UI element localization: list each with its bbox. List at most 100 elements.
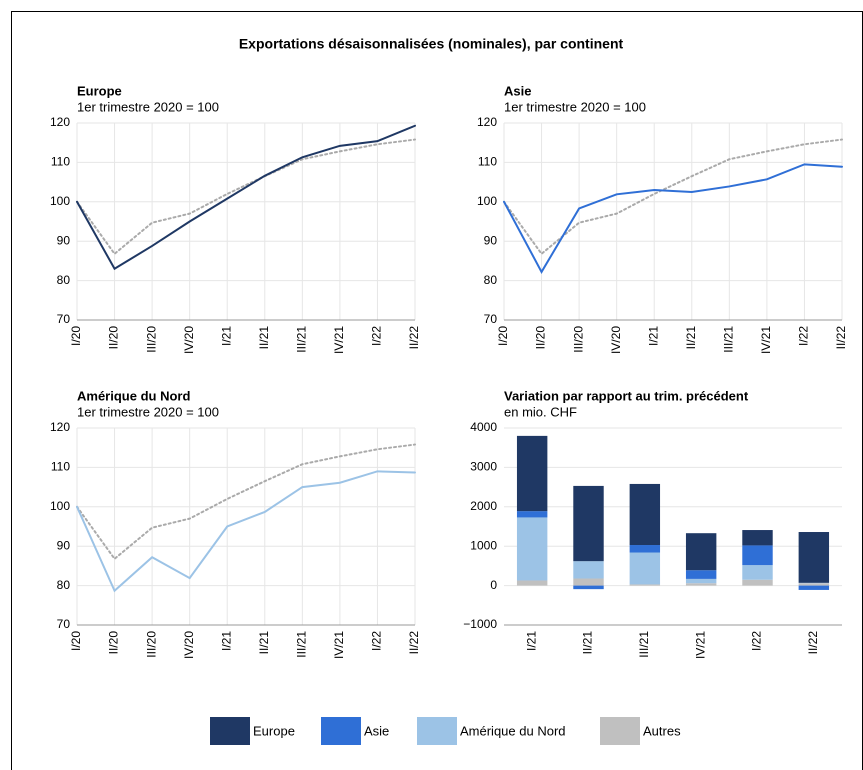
legend-label: Europe (253, 723, 295, 738)
x-tick-label: II/20 (107, 326, 121, 350)
x-tick-label: III/21 (637, 631, 651, 658)
bar-segment (516, 580, 548, 586)
line-series (76, 443, 416, 561)
y-tick-label: 120 (50, 115, 70, 129)
bar-segment (629, 584, 661, 586)
x-tick-label: II/20 (107, 631, 121, 655)
x-tick-label: I/20 (69, 326, 83, 346)
bar-segment (798, 583, 830, 586)
y-tick-label: 4000 (470, 420, 497, 434)
x-tick-label: IV/20 (182, 326, 196, 354)
bar-segment (742, 565, 773, 580)
legend-swatch (210, 717, 250, 745)
y-tick-label: 70 (57, 312, 71, 326)
bar-segment (742, 530, 773, 546)
line-series (76, 470, 416, 593)
bar-segment (742, 579, 773, 586)
bar-segment (573, 578, 604, 586)
panel-subtitle: en mio. CHF (504, 404, 577, 419)
x-tick-label: IV/21 (332, 631, 346, 659)
x-tick-label: I/21 (219, 326, 233, 346)
y-tick-label: 110 (51, 460, 70, 474)
x-tick-label: I/22 (797, 326, 811, 346)
y-tick-label: 80 (57, 273, 71, 287)
bar-segment (685, 578, 717, 584)
y-tick-label: 90 (57, 233, 71, 247)
x-tick-label: IV/21 (332, 326, 346, 354)
line-series (76, 138, 416, 256)
bar-segment (629, 483, 661, 546)
panel-subtitle: 1er trimestre 2020 = 100 (77, 404, 219, 419)
x-tick-label: II/22 (834, 326, 848, 350)
bar-segment (798, 585, 830, 590)
y-tick-label: 120 (50, 420, 70, 434)
x-tick-label: III/21 (722, 326, 736, 353)
legend-swatch (600, 717, 640, 745)
y-tick-label: 110 (478, 155, 497, 169)
bar-segment (516, 435, 548, 512)
x-tick-label: II/21 (257, 631, 271, 655)
line-series (76, 124, 416, 271)
chart-title: Exportations désaisonnalisées (nominales… (239, 36, 624, 52)
bar-segment (516, 517, 548, 581)
y-tick-label: 3000 (470, 460, 497, 474)
y-tick-label: 70 (484, 312, 498, 326)
panel-subtitle: 1er trimestre 2020 = 100 (504, 99, 646, 114)
bar-segment (573, 485, 604, 562)
x-tick-label: IV/20 (182, 631, 196, 659)
x-tick-label: II/22 (806, 631, 820, 655)
legend-label: Asie (364, 723, 389, 738)
bar-segment (573, 585, 604, 590)
x-tick-label: IV/20 (609, 326, 623, 354)
line-series (503, 138, 843, 256)
x-tick-label: III/20 (571, 326, 585, 353)
bar-segment (685, 533, 717, 571)
y-tick-label: 80 (57, 578, 71, 592)
y-tick-label: 1000 (470, 538, 497, 552)
y-tick-label: −1000 (463, 617, 497, 631)
x-tick-label: I/21 (524, 631, 538, 651)
panel-title: Amérique du Nord (77, 388, 190, 403)
y-tick-label: 110 (51, 155, 70, 169)
bar-segment (573, 561, 604, 579)
bar-segment (629, 552, 661, 585)
x-tick-label: III/20 (144, 326, 158, 353)
line-series (503, 163, 843, 274)
x-tick-label: IV/21 (759, 326, 773, 354)
y-tick-label: 100 (50, 499, 70, 513)
bar-segment (685, 583, 717, 586)
x-tick-label: I/20 (496, 326, 510, 346)
panel-title: Asie (504, 83, 531, 98)
x-tick-label: I/22 (370, 326, 384, 346)
y-tick-label: 90 (57, 538, 71, 552)
y-tick-label: 120 (477, 115, 497, 129)
y-tick-label: 90 (484, 233, 498, 247)
x-tick-label: I/22 (370, 631, 384, 651)
x-tick-label: III/20 (144, 631, 158, 658)
x-tick-label: II/22 (407, 326, 421, 350)
legend-swatch (417, 717, 457, 745)
x-tick-label: I/22 (750, 631, 764, 651)
y-tick-label: 0 (490, 578, 497, 592)
y-tick-label: 70 (57, 617, 71, 631)
x-tick-label: I/21 (646, 326, 660, 346)
legend-swatch (321, 717, 361, 745)
x-tick-label: I/21 (219, 631, 233, 651)
y-tick-label: 100 (477, 194, 497, 208)
bar-segment (685, 570, 717, 579)
x-tick-label: II/20 (534, 326, 548, 350)
y-tick-label: 100 (50, 194, 70, 208)
bar-segment (742, 545, 773, 566)
legend-label: Amérique du Nord (460, 723, 566, 738)
x-tick-label: III/21 (295, 326, 309, 353)
x-tick-label: II/21 (684, 326, 698, 350)
x-tick-label: II/22 (407, 631, 421, 655)
x-tick-label: I/20 (69, 631, 83, 651)
y-tick-label: 2000 (470, 499, 497, 513)
bar-segment (629, 545, 661, 553)
x-tick-label: III/21 (295, 631, 309, 658)
legend-label: Autres (643, 723, 681, 738)
x-tick-label: II/21 (581, 631, 595, 655)
bar-segment (516, 511, 548, 518)
